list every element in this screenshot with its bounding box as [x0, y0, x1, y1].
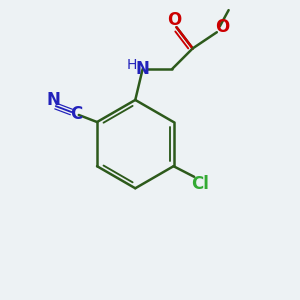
Text: N: N [136, 60, 150, 78]
Text: H: H [126, 58, 136, 73]
Text: O: O [215, 18, 229, 36]
Text: C: C [70, 105, 82, 123]
Text: O: O [167, 11, 182, 29]
Text: Cl: Cl [191, 175, 209, 193]
Text: N: N [46, 91, 60, 109]
